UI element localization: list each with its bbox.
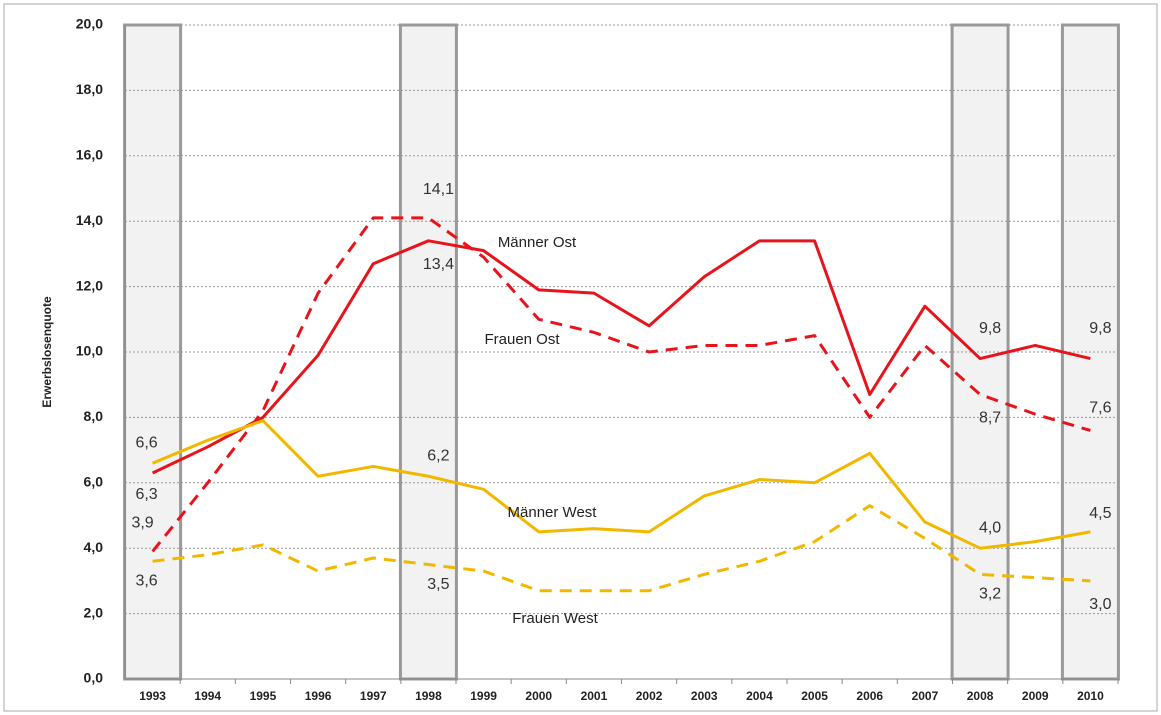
series-label: Frauen West: [512, 610, 598, 627]
x-tick-label: 1995: [250, 689, 277, 703]
x-tick-label: 1998: [415, 689, 442, 703]
series-line: [152, 504, 1091, 593]
x-tick-label: 2008: [967, 689, 994, 703]
highlight-box: [950, 23, 1010, 681]
y-tick-label: 14,0: [76, 212, 103, 228]
data-label: 3,2: [979, 586, 1001, 603]
x-tick-label: 1999: [470, 689, 497, 703]
data-label: 6,6: [135, 434, 157, 451]
series-line: [151, 216, 1091, 553]
y-tick-label: 18,0: [76, 81, 103, 97]
y-tick-label: 20,0: [76, 16, 103, 32]
data-label: 4,0: [979, 519, 1001, 536]
x-tick-label: 1997: [360, 689, 387, 703]
data-label: 6,3: [135, 486, 157, 503]
x-tick-label: 2009: [1022, 689, 1049, 703]
x-tick-label: 2002: [636, 689, 663, 703]
x-tick-label: 2001: [581, 689, 608, 703]
x-tick-label: 2000: [525, 689, 552, 703]
y-tick-label: 6,0: [84, 474, 104, 490]
y-tick-label: 8,0: [84, 408, 104, 424]
y-tick-label: 12,0: [76, 277, 103, 293]
data-label: 3,6: [135, 572, 157, 589]
data-label: 3,0: [1089, 596, 1111, 613]
data-label: 8,7: [979, 410, 1001, 427]
data-label: 4,5: [1089, 505, 1111, 522]
data-label: 9,8: [979, 320, 1001, 337]
y-tick-label: 16,0: [76, 147, 103, 163]
y-tick-label: 0,0: [84, 670, 104, 686]
y-tick-label: 2,0: [84, 604, 104, 620]
x-tick-label: 2010: [1077, 689, 1104, 703]
series-line: [151, 239, 1091, 475]
y-axis-label: Erwerbslosenquote: [40, 296, 54, 408]
x-tick-label: 2004: [746, 689, 773, 703]
data-label: 3,5: [427, 576, 449, 593]
data-label: 14,1: [423, 181, 454, 198]
series-label: Männer Ost: [498, 234, 577, 251]
data-label: 13,4: [423, 256, 454, 273]
data-label: 6,2: [427, 447, 449, 464]
y-tick-label: 10,0: [76, 343, 103, 359]
x-tick-label: 1994: [194, 689, 221, 703]
y-tick-label: 4,0: [84, 539, 104, 555]
data-label: 9,8: [1089, 320, 1111, 337]
data-label: 7,6: [1089, 400, 1111, 417]
series-label: Männer West: [508, 504, 598, 521]
series-line: [152, 419, 1091, 550]
series-label: Frauen Ost: [484, 331, 560, 348]
x-tick-label: 2005: [801, 689, 828, 703]
x-tick-label: 2006: [856, 689, 883, 703]
data-label: 3,9: [131, 515, 153, 532]
x-tick-label: 2007: [912, 689, 939, 703]
x-tick-label: 1996: [305, 689, 332, 703]
x-tick-label: 1993: [139, 689, 166, 703]
x-tick-label: 2003: [691, 689, 718, 703]
